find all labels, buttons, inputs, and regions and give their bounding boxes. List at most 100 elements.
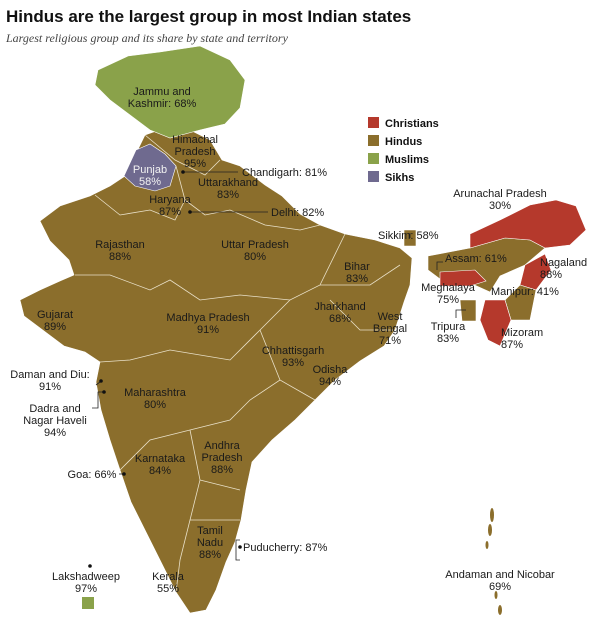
region-label: Haryana bbox=[149, 194, 191, 206]
legend-label: Muslims bbox=[385, 154, 429, 166]
legend-swatch bbox=[368, 135, 379, 146]
leader bbox=[92, 391, 104, 409]
island bbox=[498, 605, 502, 615]
region-label: 87% bbox=[501, 339, 523, 351]
region-label: Tripura bbox=[431, 321, 466, 333]
legend-label: Hindus bbox=[385, 136, 422, 148]
legend: Christians Hindus Muslims Sikhs bbox=[368, 117, 439, 184]
region-label: 88% bbox=[199, 549, 221, 561]
region-label: 58% bbox=[139, 176, 161, 188]
region-label: 30% bbox=[489, 200, 511, 212]
region-label: 75% bbox=[437, 294, 459, 306]
region-label: Meghalaya bbox=[421, 282, 476, 294]
region-label: Chandigarh: 81% bbox=[242, 167, 327, 179]
region-label: 94% bbox=[319, 376, 341, 388]
region-label: 71% bbox=[379, 335, 401, 347]
region-label: Kashmir: 68% bbox=[128, 98, 197, 110]
mizoram bbox=[479, 299, 512, 347]
region-label: 80% bbox=[144, 399, 166, 411]
region-label: 93% bbox=[282, 357, 304, 369]
subtitle: Largest religious group and its share by… bbox=[5, 31, 289, 45]
region-label: Nadu bbox=[197, 537, 223, 549]
map-shapes bbox=[19, 45, 587, 615]
jammu-kashmir bbox=[94, 45, 246, 139]
region-label: Maharashtra bbox=[124, 387, 187, 399]
lakshadweep-dot bbox=[88, 564, 92, 568]
region-label: 88% bbox=[540, 269, 562, 281]
region-label: Odisha bbox=[313, 364, 349, 376]
region-label: Pradesh bbox=[175, 146, 216, 158]
border bbox=[199, 479, 241, 491]
region-label: Puducherry: 87% bbox=[243, 542, 328, 554]
region-label: 55% bbox=[157, 583, 179, 595]
island bbox=[485, 541, 489, 549]
region-label: Lakshadweep bbox=[52, 571, 120, 583]
leader bbox=[436, 261, 443, 270]
legend-swatch bbox=[368, 153, 379, 164]
border bbox=[99, 299, 291, 363]
region-label: 89% bbox=[44, 321, 66, 333]
region-label: 83% bbox=[217, 189, 239, 201]
border bbox=[119, 379, 281, 471]
legend-label: Christians bbox=[385, 118, 439, 130]
region-label: Mizoram bbox=[501, 327, 543, 339]
region-label: Kerala bbox=[152, 571, 185, 583]
region-label: 91% bbox=[39, 381, 61, 393]
region-label: 97% bbox=[75, 583, 97, 595]
border bbox=[184, 199, 321, 231]
region-label: 91% bbox=[197, 324, 219, 336]
region-label: 83% bbox=[346, 273, 368, 285]
region-label: 69% bbox=[489, 581, 511, 593]
legend-swatch bbox=[368, 117, 379, 128]
leader-dot bbox=[122, 472, 126, 476]
region-label: 94% bbox=[44, 427, 66, 439]
region-label: 95% bbox=[184, 158, 206, 170]
region-label: Sikkim: 58% bbox=[378, 230, 439, 242]
island bbox=[488, 524, 492, 536]
region-label: Rajasthan bbox=[95, 239, 145, 251]
region-label: Chhattisgarh bbox=[262, 345, 324, 357]
region-label: Himachal bbox=[172, 134, 218, 146]
region-label: Nagar Haveli bbox=[23, 415, 87, 427]
island bbox=[494, 591, 498, 599]
border bbox=[94, 165, 186, 221]
leader bbox=[235, 539, 240, 561]
leader-dot bbox=[181, 170, 185, 174]
state-borders bbox=[75, 134, 401, 593]
region-label: Gujarat bbox=[37, 309, 73, 321]
punjab bbox=[123, 143, 177, 192]
border bbox=[144, 134, 221, 176]
leader-dot bbox=[188, 210, 192, 214]
leader-dot bbox=[102, 390, 106, 394]
legend-label: Sikhs bbox=[385, 172, 414, 184]
border bbox=[329, 299, 395, 331]
tripura bbox=[459, 299, 477, 322]
region-label: Uttar Pradesh bbox=[221, 239, 289, 251]
region-label: Bihar bbox=[344, 261, 370, 273]
leader bbox=[95, 381, 101, 386]
region-label: 88% bbox=[109, 251, 131, 263]
region-label: 80% bbox=[244, 251, 266, 263]
lakshadweep bbox=[82, 597, 94, 609]
border bbox=[75, 233, 346, 301]
region-label: Goa: 66% bbox=[68, 469, 117, 481]
region-label: Uttarakhand bbox=[198, 177, 258, 189]
region-label: Manipur: 41% bbox=[491, 286, 559, 298]
arunachal bbox=[469, 199, 587, 249]
meghalaya bbox=[439, 269, 487, 287]
island bbox=[490, 508, 494, 522]
manipur bbox=[504, 284, 537, 321]
region-label: 83% bbox=[437, 333, 459, 345]
india-mainland bbox=[19, 127, 413, 614]
leader-dot bbox=[99, 379, 103, 383]
leader bbox=[455, 309, 466, 318]
region-label: Andhra bbox=[204, 440, 240, 452]
region-label: Jharkhand bbox=[314, 301, 365, 313]
region-label: 84% bbox=[149, 465, 171, 477]
region-label: Bengal bbox=[373, 323, 407, 335]
legend-swatch bbox=[368, 171, 379, 182]
region-label: 87% bbox=[159, 206, 181, 218]
